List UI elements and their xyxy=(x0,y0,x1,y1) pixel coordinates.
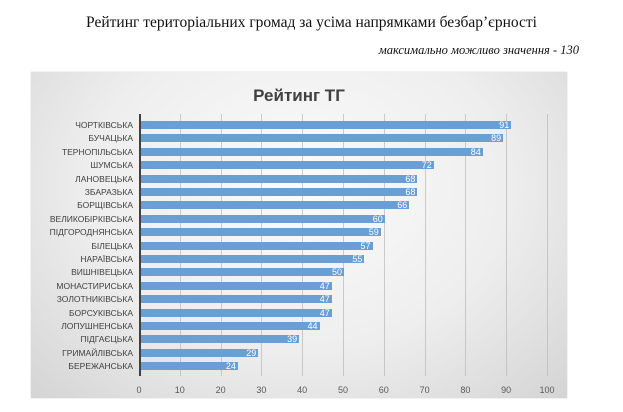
bar-value-label: 59 xyxy=(368,227,379,238)
bar: 47 xyxy=(140,280,332,291)
bar-value-label: 66 xyxy=(397,200,408,211)
x-tick-label: 80 xyxy=(460,385,471,395)
category-label: ЛОПУШНЕНСЬКА xyxy=(61,321,133,331)
bar: 68 xyxy=(140,173,418,184)
x-tick-label: 40 xyxy=(297,385,308,395)
bar-value-label: 68 xyxy=(405,187,416,197)
category-label: МОНАСТИРИСЬКА xyxy=(56,280,133,291)
bar: 59 xyxy=(140,227,381,238)
bar: 66 xyxy=(140,200,410,211)
chart-area: Рейтинг ТГ ЧОРТКІВСЬКА БУЧАЦЬКА ТЕРНОПІЛЬС… xyxy=(31,72,567,398)
category-label: ВЕЛИКОБІРКІВСЬКА xyxy=(49,213,133,224)
x-tick-label: 70 xyxy=(419,385,430,395)
bar-value-label: 84 xyxy=(470,146,481,157)
bar-value-label: 72 xyxy=(421,160,432,171)
bar: 72 xyxy=(140,160,434,171)
x-tick-label: 90 xyxy=(501,385,512,395)
bar-value-label: 60 xyxy=(372,213,383,224)
bar-value-label: 47 xyxy=(319,280,330,291)
category-label: БОРЩІВСЬКА xyxy=(77,200,133,211)
bar-value-label: 47 xyxy=(319,307,330,318)
chart-title: Рейтинг ТГ xyxy=(253,86,345,105)
gridline xyxy=(383,114,385,376)
bar-value-label: 57 xyxy=(360,240,371,251)
bar-value-label: 47 xyxy=(319,294,330,305)
document-title: Рейтинг територіальних громад за усіма н… xyxy=(86,14,537,31)
x-tick-label: 60 xyxy=(378,385,389,395)
category-label: ШУМСЬКА xyxy=(90,160,133,171)
category-label: ЗОЛОТНИКІВСЬКА xyxy=(56,294,133,305)
category-label: БУЧАЦЬКА xyxy=(88,133,133,144)
bar: 24 xyxy=(140,361,238,372)
x-tick-label: 10 xyxy=(174,385,185,395)
bar: 91 xyxy=(140,120,512,130)
bar-value-label: 24 xyxy=(225,361,236,372)
plot-area: 91 89 84 72 68 68 66 60 59 57 55 50 47 47 47 44 39 29 24 xyxy=(139,114,559,376)
x-tick-label: 30 xyxy=(256,385,267,395)
category-label: ВИШНІВЕЦЬКА xyxy=(71,267,133,278)
bar: 89 xyxy=(140,133,504,144)
bar-value-label: 55 xyxy=(352,254,363,264)
bar-value-label: 29 xyxy=(246,347,257,358)
gridline xyxy=(547,114,548,376)
bar-value-label: 89 xyxy=(491,133,502,144)
max-value-note: максимально можливо значення - 130 xyxy=(378,43,579,57)
category-label: ЛАНОВЕЦЬКА xyxy=(75,173,133,184)
bar-value-label: 39 xyxy=(287,334,298,345)
bar: 84 xyxy=(140,146,483,157)
gridline xyxy=(424,114,426,376)
bar-value-label: 44 xyxy=(307,321,318,331)
bar: 29 xyxy=(140,347,259,358)
category-label: БЕРЕЖАНСЬКА xyxy=(68,361,133,372)
bar-value-label: 91 xyxy=(499,120,510,130)
category-label: НАРАЇВСЬКА xyxy=(80,254,133,264)
bar: 47 xyxy=(140,307,332,318)
category-label: БОРСУКІВСЬКА xyxy=(69,307,133,318)
category-label: ПІДГАЄЦЬКА xyxy=(80,334,133,345)
category-label: ЧОРТКІВСЬКА xyxy=(75,120,133,130)
category-label: ГРИМАЙЛІВСЬКА xyxy=(62,347,133,358)
bar: 44 xyxy=(140,321,320,331)
bar: 55 xyxy=(140,254,365,264)
x-tick-label: 100 xyxy=(539,385,555,395)
x-tick-label: 20 xyxy=(215,385,226,395)
y-axis-line xyxy=(139,114,141,376)
bar-value-label: 68 xyxy=(405,173,416,184)
bar-value-label: 50 xyxy=(331,267,342,278)
x-tick-label: 0 xyxy=(136,385,142,395)
bar: 47 xyxy=(140,294,332,305)
category-label: ЗБАРАЗЬКА xyxy=(84,187,133,197)
bar: 50 xyxy=(140,267,344,278)
category-label: БІЛЕЦЬКА xyxy=(91,240,133,251)
category-label: ТЕРНОПІЛЬСЬКА xyxy=(61,146,133,157)
gridline xyxy=(506,114,508,376)
gridline xyxy=(465,114,467,376)
bar: 68 xyxy=(140,187,418,197)
bar: 57 xyxy=(140,240,373,251)
x-tick-label: 50 xyxy=(337,385,348,395)
bar: 60 xyxy=(140,213,385,224)
bar: 39 xyxy=(140,334,300,345)
category-label: ПІДГОРОДНЯНСЬКА xyxy=(49,227,133,238)
